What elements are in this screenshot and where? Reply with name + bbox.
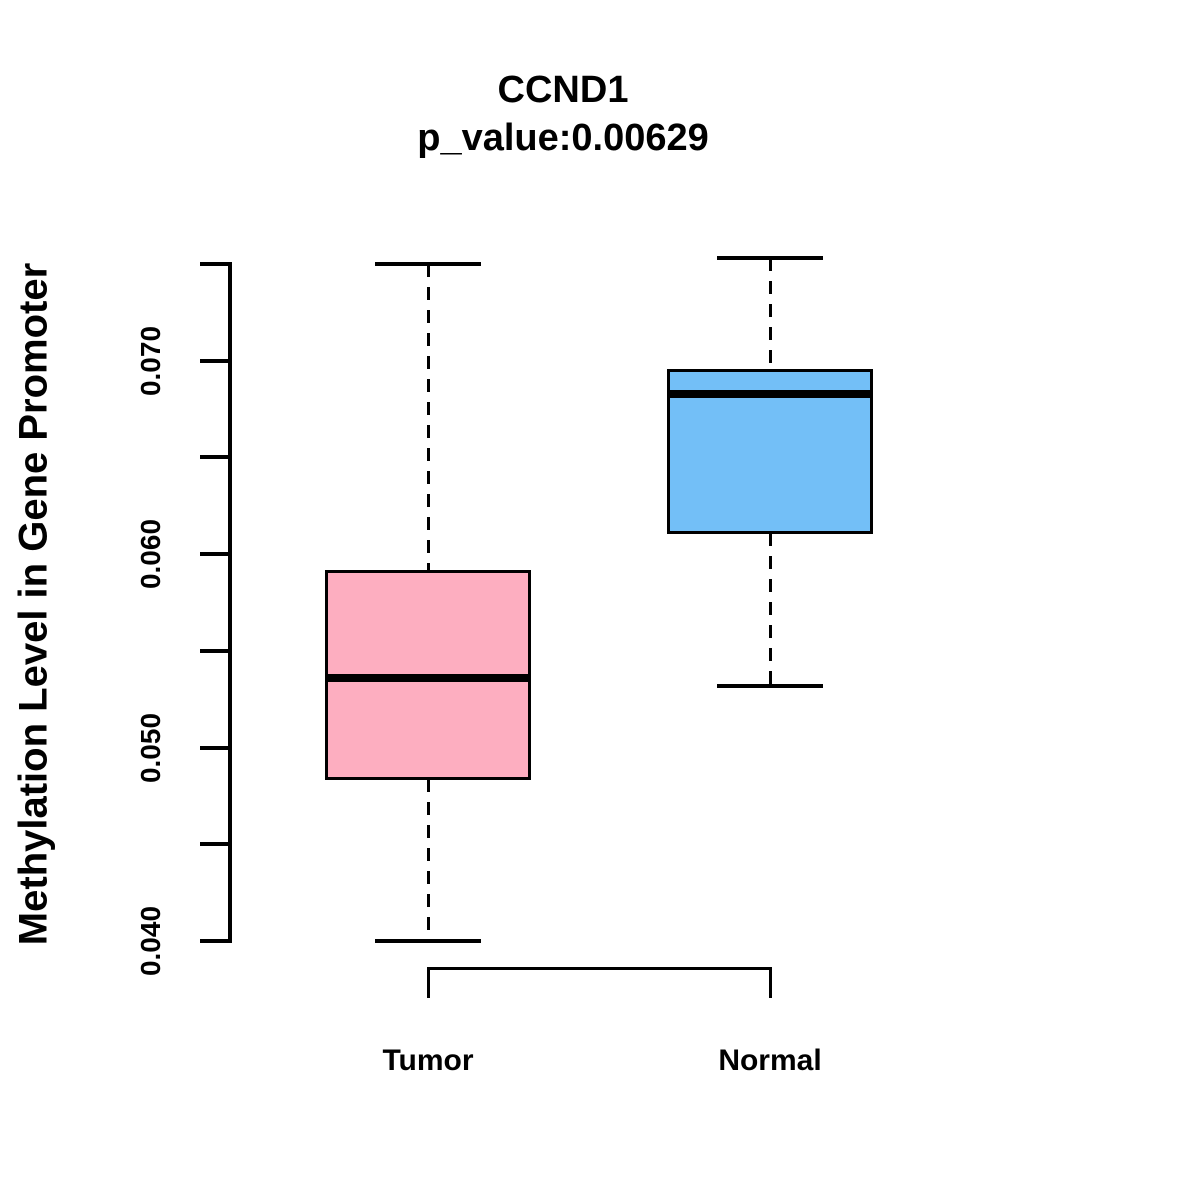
- tumor-upper-whisker: [427, 264, 430, 572]
- y-axis-line: [228, 262, 232, 943]
- normal-lower-whisker: [769, 533, 772, 686]
- tumor-x-axis-tick: [427, 967, 430, 998]
- y-axis-tick-label: 0.040: [135, 905, 166, 977]
- y-axis-label: Methylation Level in Gene Promoter: [11, 262, 56, 946]
- y-axis-tick-label: 0.060: [135, 518, 166, 590]
- normal-x-axis-label: Normal: [718, 1044, 822, 1077]
- x-axis-line: [427, 967, 772, 970]
- y-axis-tick: [200, 649, 232, 653]
- normal-lower-whisker-cap: [717, 684, 823, 688]
- y-axis-tick: [200, 455, 232, 459]
- chart-subtitle: p_value:0.00629: [417, 117, 709, 159]
- tumor-upper-whisker-cap: [375, 262, 481, 266]
- y-axis-tick: [200, 746, 232, 750]
- chart-title: CCND1: [497, 69, 629, 111]
- y-axis-tick-label: 0.070: [135, 325, 166, 397]
- normal-upper-whisker: [769, 258, 772, 370]
- tumor-median-line: [325, 674, 531, 682]
- y-axis-tick: [200, 359, 232, 363]
- y-axis-tick: [200, 842, 232, 846]
- tumor-x-axis-label: Tumor: [382, 1044, 474, 1077]
- tumor-lower-whisker-cap: [375, 939, 481, 943]
- chart-title-block: CCND1 p_value:0.00629: [263, 66, 863, 162]
- y-axis-tick: [200, 939, 232, 943]
- tumor-lower-whisker: [427, 779, 430, 941]
- y-axis-tick: [200, 262, 232, 266]
- y-axis-tick: [200, 552, 232, 556]
- normal-median-line: [667, 390, 873, 398]
- y-axis-tick-label: 0.050: [135, 712, 166, 784]
- normal-upper-whisker-cap: [717, 256, 823, 260]
- normal-x-axis-tick: [769, 967, 772, 998]
